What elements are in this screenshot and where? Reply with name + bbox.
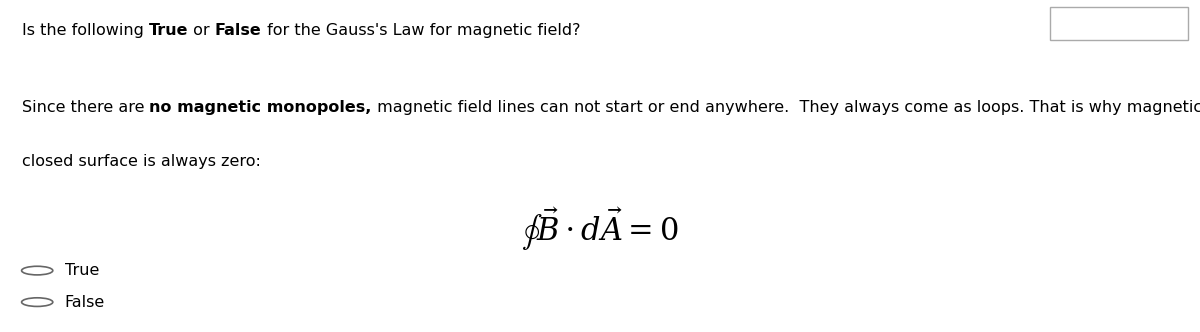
Text: Is the following: Is the following — [22, 23, 149, 38]
Text: False: False — [215, 23, 262, 38]
Text: Since there are: Since there are — [22, 100, 149, 115]
Text: True: True — [65, 263, 100, 278]
Text: magnetic field lines can not start or end anywhere.  They always come as loops. : magnetic field lines can not start or en… — [372, 100, 1200, 115]
Text: closed surface is always zero:: closed surface is always zero: — [22, 154, 260, 169]
Text: no magnetic monopoles,: no magnetic monopoles, — [149, 100, 372, 115]
FancyBboxPatch shape — [1050, 7, 1188, 40]
Text: False: False — [65, 294, 106, 310]
Text: True: True — [149, 23, 188, 38]
Text: for the Gauss's Law for magnetic field?: for the Gauss's Law for magnetic field? — [262, 23, 580, 38]
Text: or: or — [188, 23, 215, 38]
Text: $\oint \vec{B} \cdot d\vec{A} = 0$: $\oint \vec{B} \cdot d\vec{A} = 0$ — [521, 206, 679, 253]
